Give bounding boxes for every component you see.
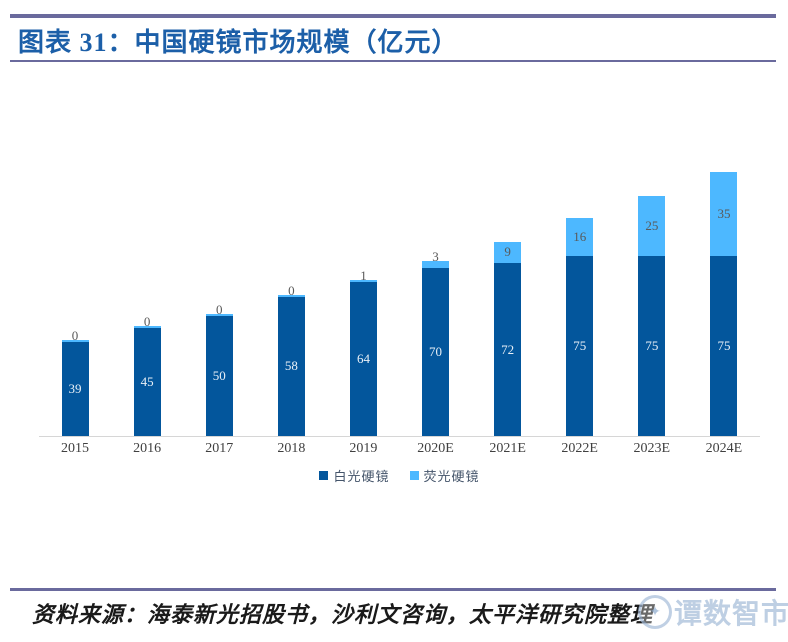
chart-legend: 白光硬镜 荧光硬镜: [39, 466, 760, 485]
x-tick-2019: 2019: [349, 441, 378, 456]
x-axis-tick-labels: 2015 2016 2017 2018 2019 2020E 2021E 2022E 2023E…: [39, 441, 760, 457]
bar-segment-荧光硬镜-2021E: [494, 241, 522, 264]
value-label-荧光硬镜-2021E: 9: [504, 244, 511, 260]
bar-segment-白光硬镜-2016: [133, 328, 161, 436]
value-label-白光硬镜-2016: 45: [140, 374, 154, 389]
x-tick-2015: 2015: [61, 441, 90, 456]
value-label-荧光硬镜-2022E: 16: [573, 228, 587, 244]
bar-segment-荧光硬镜-2018: [277, 294, 305, 297]
value-label-荧光硬镜-2020E: 3: [432, 248, 439, 264]
chart-plot: 39 0 45 0 50 0 58 0 64 1 70 3 72 9 75 16 75 25 75 35: [39, 166, 760, 436]
bottom-divider: [10, 588, 776, 591]
bar-segment-白光硬镜-2019: [349, 282, 377, 436]
value-label-白光硬镜-2023E: 75: [645, 338, 659, 353]
value-label-白光硬镜-2018: 58: [284, 358, 298, 374]
bar-segment-白光硬镜-2023E: [638, 256, 666, 436]
legend-swatch-icon: [409, 471, 419, 480]
legend-item-白光硬镜: 白光硬镜: [319, 466, 389, 485]
bar-segment-荧光硬镜-2022E: [566, 217, 594, 256]
value-label-荧光硬镜-2016: 0: [143, 314, 151, 329]
figure-title: 图表 31：中国硬镜市场规模（亿元）: [18, 28, 459, 57]
value-label-荧光硬镜-2019: 1: [360, 268, 367, 283]
x-tick-2018: 2018: [277, 441, 306, 456]
source-note: 资料来源：海泰新光招股书，沙利文咨询，太平洋研究院整理: [32, 602, 654, 627]
x-tick-2022E: 2022E: [561, 441, 598, 456]
bar-segment-荧光硬镜-2024E: [710, 172, 738, 256]
bar-segment-荧光硬镜-2023E: [638, 196, 666, 256]
bar-segment-荧光硬镜-2017: [205, 314, 233, 316]
value-label-白光硬镜-2015: 39: [68, 381, 82, 397]
bar-segment-白光硬镜-2021E: [494, 263, 522, 436]
value-label-白光硬镜-2021E: 72: [501, 341, 515, 357]
value-label-白光硬镜-2020E: 70: [429, 344, 443, 359]
bar-segment-白光硬镜-2022E: [566, 256, 594, 436]
x-tick-2017: 2017: [205, 441, 234, 456]
value-label-白光硬镜-2022E: 75: [573, 338, 587, 353]
value-label-荧光硬镜-2023E: 25: [645, 218, 659, 233]
bar-segment-荧光硬镜-2016: [133, 326, 161, 328]
x-axis-line: [39, 436, 760, 437]
value-label-白光硬镜-2017: 50: [212, 368, 226, 383]
bar-segment-白光硬镜-2015: [61, 342, 89, 436]
x-tick-2021E: 2021E: [489, 441, 526, 456]
legend-label: 荧光硬镜: [423, 469, 480, 484]
bar-segment-白光硬镜-2018: [277, 296, 305, 436]
bar-segment-白光硬镜-2020E: [422, 268, 450, 436]
legend-swatch-icon: [319, 471, 329, 480]
x-tick-2024E: 2024E: [705, 441, 743, 456]
value-label-荧光硬镜-2015: 0: [71, 328, 79, 344]
value-label-荧光硬镜-2024E: 35: [717, 206, 731, 221]
x-tick-2023E: 2023E: [633, 441, 671, 456]
x-tick-2020E: 2020E: [417, 441, 454, 456]
x-tick-2016: 2016: [133, 441, 162, 456]
legend-item-荧光硬镜: 荧光硬镜: [409, 466, 480, 485]
top-divider: [10, 14, 776, 18]
value-label-白光硬镜-2019: 64: [356, 351, 370, 367]
value-label-荧光硬镜-2018: 0: [288, 282, 295, 298]
bar-segment-荧光硬镜-2020E: [422, 260, 450, 268]
bar-segment-白光硬镜-2024E: [710, 256, 738, 436]
title-divider: [10, 60, 776, 62]
bar-segment-白光硬镜-2017: [205, 316, 233, 436]
legend-label: 白光硬镜: [333, 469, 390, 484]
value-label-白光硬镜-2024E: 75: [717, 338, 731, 353]
bar-segment-荧光硬镜-2015: [61, 340, 89, 343]
value-label-荧光硬镜-2017: 0: [215, 302, 223, 317]
bar-segment-荧光硬镜-2019: [349, 280, 377, 283]
